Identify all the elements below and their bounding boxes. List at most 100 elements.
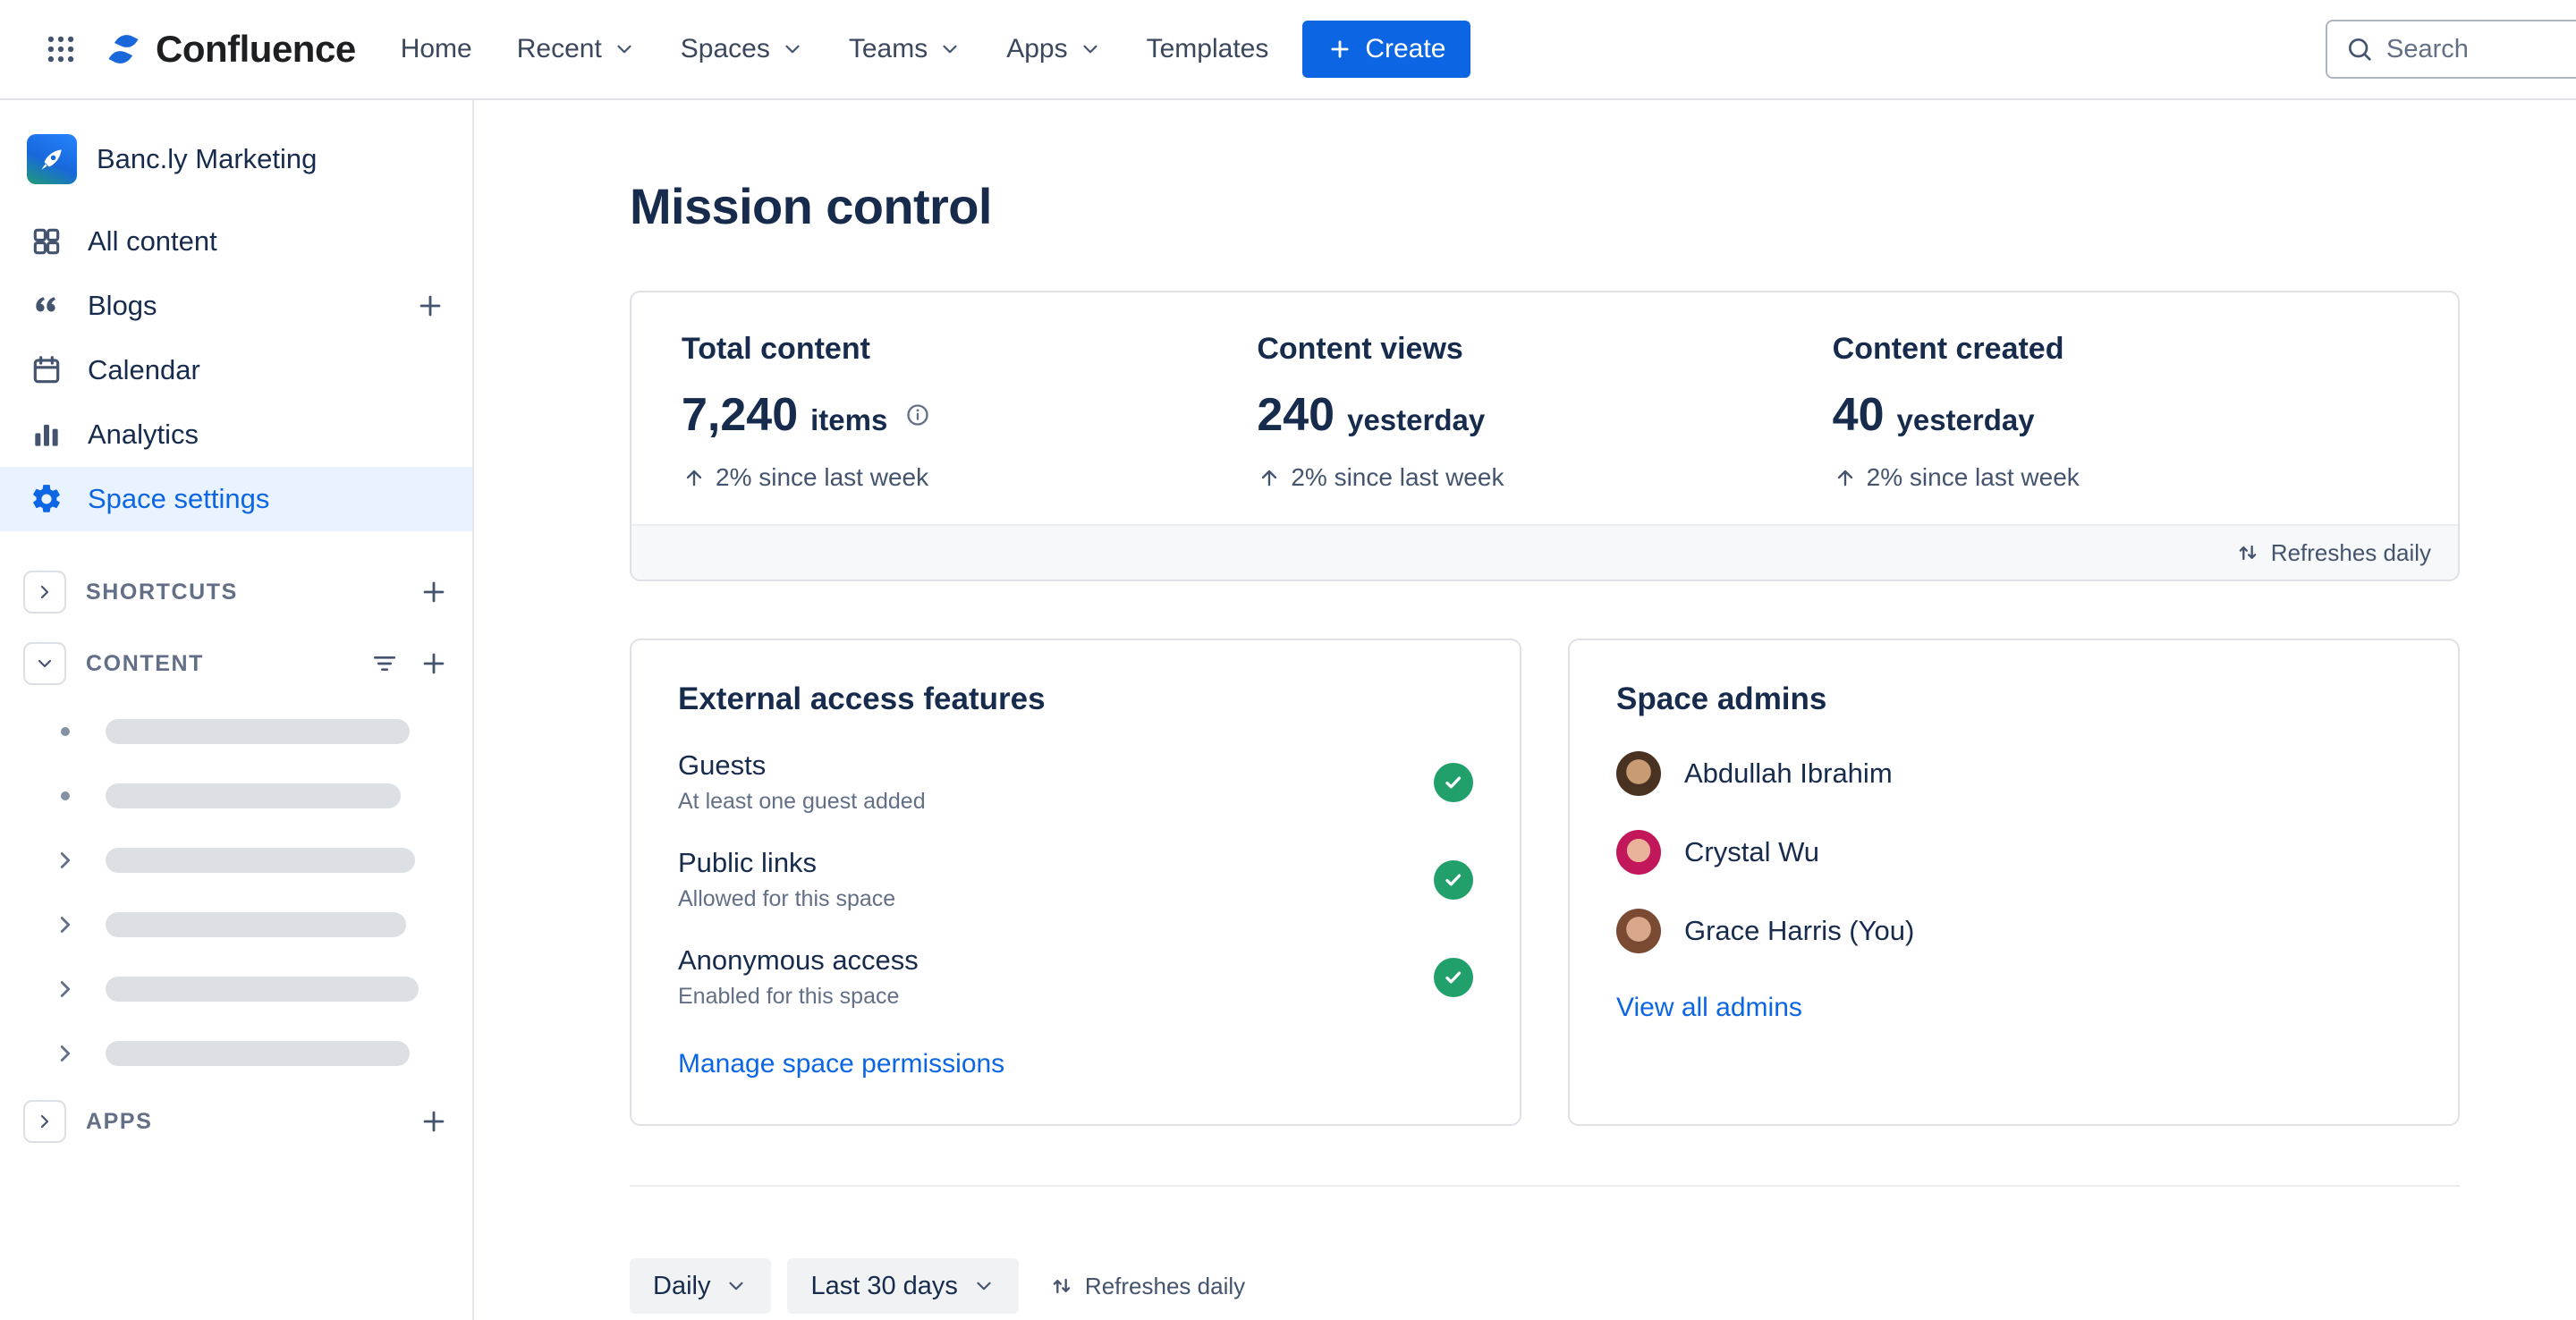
expand-shortcuts-chevron-right-icon[interactable] <box>23 571 66 613</box>
access-row-label: Public links <box>678 847 818 878</box>
gear-icon <box>27 479 66 519</box>
admin-name: Abdullah Ibrahim <box>1684 757 1893 789</box>
sidebar-item-space-settings[interactable]: Space settings <box>0 467 472 531</box>
nav-spaces-label: Spaces <box>680 34 770 63</box>
expand-apps-chevron-right-icon[interactable] <box>23 1100 66 1143</box>
stat-value: 7,240 <box>682 389 799 441</box>
skeleton-page-item <box>0 699 472 764</box>
external-access-card: External access features Guests At least… <box>630 639 1521 1126</box>
page-body: Banc.ly Marketing All content <box>0 100 2576 1320</box>
create-button[interactable]: Create <box>1302 21 1471 78</box>
stats-card-footer: Refreshes daily <box>631 524 2458 580</box>
skeleton-page-item <box>0 764 472 828</box>
create-button-label: Create <box>1365 34 1446 63</box>
stat-title: Total content <box>682 332 870 366</box>
nav-recent[interactable]: Recent <box>499 20 654 79</box>
chart-controls: Daily Last 30 days Refreshes daily <box>630 1258 2460 1314</box>
section-divider <box>630 1185 2460 1187</box>
section-shortcuts-label: SHORTCUTS <box>86 579 238 605</box>
top-navigation: Confluence Home Recent Spaces Teams <box>0 0 2576 100</box>
skeleton-page-item <box>0 957 472 1021</box>
chevron-down-icon <box>724 1274 748 1298</box>
primary-nav: Home Recent Spaces Teams <box>383 20 1287 79</box>
search-input[interactable] <box>2386 34 2576 64</box>
add-blog-plus-icon[interactable] <box>415 291 445 321</box>
admin-row: Abdullah Ibrahim <box>1616 751 2411 796</box>
space-header[interactable]: Banc.ly Marketing <box>0 122 472 209</box>
bullet-icon <box>61 791 70 800</box>
access-row-desc: At least one guest added <box>678 789 926 814</box>
nav-templates[interactable]: Templates <box>1129 20 1287 79</box>
stat-content-created: Content created 40 yesterday 2% since la… <box>1833 332 2408 492</box>
skeleton-page-item <box>0 828 472 893</box>
chevron-right-icon[interactable] <box>52 976 79 1003</box>
avatar <box>1616 751 1661 796</box>
stat-unit: yesterday <box>1347 403 1486 436</box>
info-icon[interactable] <box>905 402 930 427</box>
space-admins-card: Space admins Abdullah Ibrahim Crystal Wu… <box>1568 639 2460 1126</box>
add-content-plus-icon[interactable] <box>419 648 449 679</box>
refresh-note: Refreshes daily <box>1049 1273 1245 1300</box>
sidebar-item-label: Blogs <box>88 290 157 321</box>
access-row-label: Guests <box>678 749 767 781</box>
search-icon <box>2345 35 2374 63</box>
chevron-down-icon <box>781 38 804 61</box>
refresh-sync-icon <box>2235 540 2260 565</box>
sidebar-item-blogs[interactable]: Blogs <box>0 274 472 338</box>
page-title: Mission control <box>630 178 992 234</box>
access-row-guests: Guests At least one guest added <box>678 749 1473 815</box>
section-content-label: CONTENT <box>86 650 205 676</box>
space-admins-title: Space admins <box>1616 681 1827 716</box>
trend-up-arrow-icon <box>1257 465 1282 490</box>
interval-dropdown-label: Daily <box>653 1271 711 1300</box>
add-app-plus-icon[interactable] <box>419 1106 449 1137</box>
nav-teams[interactable]: Teams <box>831 20 979 79</box>
admin-row: Crystal Wu <box>1616 830 2411 875</box>
add-shortcut-plus-icon[interactable] <box>419 577 449 607</box>
skeleton-bar <box>106 1041 410 1066</box>
product-name: Confluence <box>156 28 356 70</box>
skeleton-page-item <box>0 1021 472 1086</box>
manage-space-permissions-link[interactable]: Manage space permissions <box>678 1049 1005 1079</box>
chevron-right-icon[interactable] <box>52 911 79 938</box>
chevron-right-icon[interactable] <box>52 1040 79 1067</box>
sidebar-item-label: Analytics <box>88 419 199 450</box>
date-range-dropdown[interactable]: Last 30 days <box>787 1258 1019 1314</box>
trend-up-arrow-icon <box>682 465 707 490</box>
external-access-title: External access features <box>678 681 1046 716</box>
stat-trend-text: 2% since last week <box>716 463 929 491</box>
grid-2x2-icon <box>27 222 66 261</box>
view-all-admins-link[interactable]: View all admins <box>1616 993 1802 1022</box>
bullet-icon <box>61 727 70 736</box>
quote-icon <box>27 286 66 326</box>
collapse-content-chevron-down-icon[interactable] <box>23 642 66 685</box>
sidebar-item-analytics[interactable]: Analytics <box>0 402 472 467</box>
access-row-label: Anonymous access <box>678 944 919 976</box>
section-shortcuts: SHORTCUTS <box>0 556 472 628</box>
nav-spaces[interactable]: Spaces <box>663 20 822 79</box>
filter-icon[interactable] <box>370 649 399 678</box>
confluence-logo[interactable]: Confluence <box>104 28 356 71</box>
app-switcher-button[interactable] <box>32 21 89 78</box>
access-row-desc: Allowed for this space <box>678 886 896 911</box>
stat-unit: items <box>810 403 888 436</box>
sidebar-item-all-content[interactable]: All content <box>0 209 472 274</box>
sidebar-item-label: All content <box>88 225 217 257</box>
nav-teams-label: Teams <box>848 34 928 63</box>
skeleton-bar <box>106 912 406 937</box>
chevron-right-icon[interactable] <box>52 847 79 874</box>
interval-dropdown[interactable]: Daily <box>630 1258 772 1314</box>
nav-apps[interactable]: Apps <box>988 20 1119 79</box>
chevron-down-icon <box>613 38 636 61</box>
stat-content-views: Content views 240 yesterday 2% since las… <box>1257 332 1832 492</box>
nav-home[interactable]: Home <box>383 20 490 79</box>
sidebar-item-calendar[interactable]: Calendar <box>0 338 472 402</box>
admin-name: Grace Harris (You) <box>1684 915 1915 946</box>
content-tree-skeleton <box>0 699 472 1086</box>
skeleton-bar <box>106 783 401 808</box>
stat-title: Content created <box>1832 332 2064 366</box>
nav-recent-label: Recent <box>516 34 602 63</box>
section-apps: APPS <box>0 1086 472 1157</box>
chevron-down-icon <box>938 38 962 61</box>
stat-unit: yesterday <box>1896 403 2035 436</box>
